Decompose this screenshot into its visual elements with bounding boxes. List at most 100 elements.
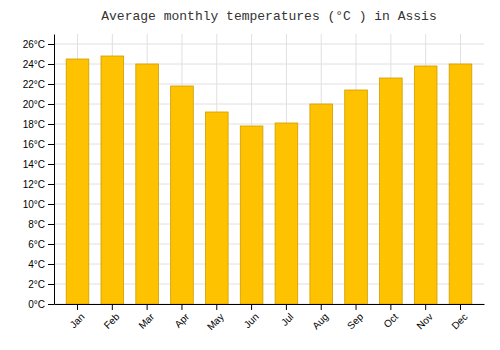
tick: Mar [136, 304, 156, 331]
tick-mark [286, 304, 287, 310]
tick-mark [48, 64, 54, 65]
tick-label: 20°C [23, 99, 45, 110]
tick-mark [48, 304, 54, 305]
tick: Jan [68, 304, 87, 330]
chart: 0°C 2°C 4°C 6°C 8°C 10°C 12°C 14°C 16°C 18°C 20°C 2… [0, 0, 500, 350]
tick: Dec [449, 304, 469, 331]
tick-label: Nov [415, 311, 435, 331]
bar [380, 78, 403, 304]
tick-mark [48, 284, 54, 285]
tick-label: 24°C [23, 59, 45, 70]
tick: 16°C [23, 139, 54, 150]
y-axis: 0°C 2°C 4°C 6°C 8°C 10°C 12°C 14°C 16°C 18°C 20°C 2… [23, 35, 55, 310]
tick-mark [48, 264, 54, 265]
tick-mark [48, 124, 54, 125]
tick-mark [48, 184, 54, 185]
tick: 24°C [23, 59, 54, 70]
tick-label: 6°C [28, 239, 45, 250]
grid-line [54, 44, 484, 45]
tick-mark [147, 304, 148, 310]
tick: Jun [242, 304, 261, 330]
x-axis: Jan Feb Mar Apr May Jun Jul Aug Sep Oct Nov Dec [55, 304, 485, 332]
tick: 6°C [28, 239, 54, 250]
bar [101, 56, 124, 304]
tick-mark [48, 144, 54, 145]
plot: 0°C 2°C 4°C 6°C 8°C 10°C 12°C 14°C 16°C 18°C 20°C 2… [23, 34, 485, 332]
tick-label: 14°C [23, 159, 45, 170]
tick: 22°C [23, 79, 54, 90]
tick: 14°C [23, 159, 54, 170]
tick-mark [112, 304, 113, 310]
bar [205, 112, 228, 304]
tick-label: 12°C [23, 179, 45, 190]
tick-mark [77, 304, 78, 310]
tick: Sep [345, 304, 366, 331]
tick-label: Oct [381, 311, 400, 330]
bar [171, 86, 194, 304]
tick: May [205, 304, 226, 332]
tick-mark [181, 304, 182, 310]
tick-mark [48, 164, 54, 165]
tick-label: 16°C [23, 139, 45, 150]
tick-label: 2°C [28, 279, 45, 290]
tick: 8°C [28, 219, 54, 230]
tick: 18°C [23, 119, 54, 130]
grid [54, 34, 484, 304]
tick: 26°C [23, 39, 54, 50]
tick-mark [48, 84, 54, 85]
tick: 10°C [23, 199, 54, 210]
bar [414, 66, 437, 304]
tick-label: Feb [102, 311, 122, 331]
bars [66, 56, 472, 304]
tick-label: Jul [279, 311, 296, 328]
bar [449, 64, 472, 304]
tick-label: Mar [136, 311, 156, 331]
tick-mark [48, 244, 54, 245]
tick-mark [321, 304, 322, 310]
tick: Aug [310, 304, 330, 331]
tick-label: Aug [310, 311, 330, 331]
tick: 0°C [28, 299, 54, 310]
tick: 2°C [28, 279, 54, 290]
tick-label: 26°C [23, 39, 45, 50]
tick-mark [390, 304, 391, 310]
tick: Feb [102, 304, 122, 331]
tick-mark [425, 304, 426, 310]
tick: 20°C [23, 99, 54, 110]
tick-label: Dec [449, 311, 469, 331]
tick: Apr [172, 304, 191, 330]
tick: 4°C [28, 259, 54, 270]
tick-mark [48, 224, 54, 225]
tick-mark [356, 304, 357, 310]
tick-label: 10°C [23, 199, 45, 210]
bar [66, 59, 89, 304]
title: Average monthly temperatures (°C ) in As… [101, 9, 436, 24]
tick-mark [460, 304, 461, 310]
tick-label: Jun [242, 311, 261, 330]
tick-label: 4°C [28, 259, 45, 270]
tick-mark [48, 44, 54, 45]
tick: Nov [415, 304, 435, 331]
bar [345, 90, 368, 304]
bar [136, 64, 159, 304]
tick-label: Sep [345, 311, 366, 332]
tick-label: Jan [68, 311, 87, 330]
tick-label: 8°C [28, 219, 45, 230]
bar [240, 126, 263, 304]
tick-mark [216, 304, 217, 310]
tick: 12°C [23, 179, 54, 190]
tick-mark [48, 104, 54, 105]
tick-label: 22°C [23, 79, 45, 90]
tick: Jul [279, 304, 296, 328]
tick-label: 18°C [23, 119, 45, 130]
axis-line [54, 35, 55, 305]
bar [275, 123, 298, 304]
bar [310, 104, 333, 304]
tick-label: May [205, 311, 226, 332]
tick-mark [251, 304, 252, 310]
axis-line [55, 304, 485, 305]
tick: Oct [381, 304, 400, 330]
tick-label: 0°C [28, 299, 45, 310]
tick-label: Apr [172, 311, 191, 330]
tick-mark [48, 204, 54, 205]
